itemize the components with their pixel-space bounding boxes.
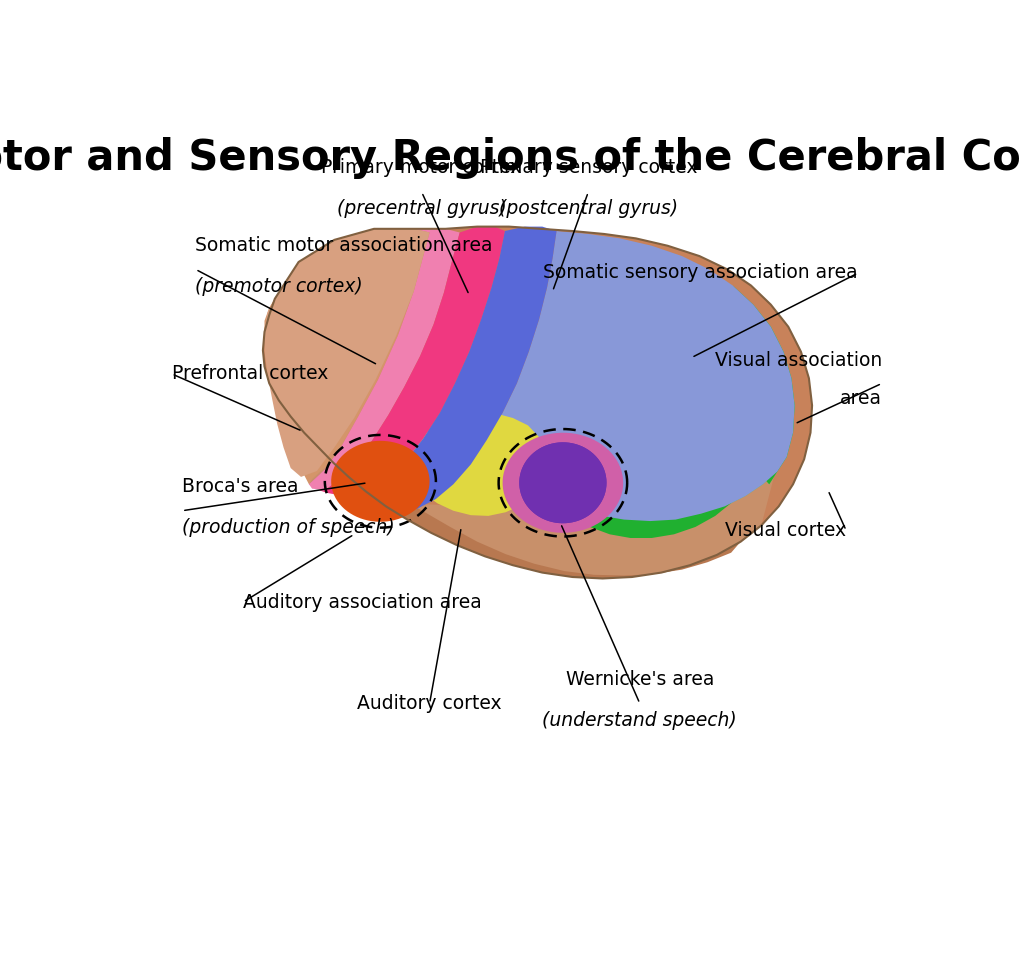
Text: Primary motor cortex: Primary motor cortex <box>322 159 522 177</box>
Text: Auditory cortex: Auditory cortex <box>357 694 502 713</box>
PathPatch shape <box>331 441 430 522</box>
PathPatch shape <box>406 414 547 516</box>
Text: Auditory association area: Auditory association area <box>243 593 482 612</box>
Text: (production of speech): (production of speech) <box>182 518 394 537</box>
Text: (understand speech): (understand speech) <box>543 711 737 730</box>
Text: Primary sensory cortex: Primary sensory cortex <box>479 159 697 177</box>
Text: Motor and Sensory Regions of the Cerebral Cortex: Motor and Sensory Regions of the Cerebra… <box>0 137 1024 179</box>
Text: Visual association: Visual association <box>715 351 882 370</box>
PathPatch shape <box>309 467 740 578</box>
PathPatch shape <box>519 443 606 523</box>
Text: (precentral gyrus): (precentral gyrus) <box>337 200 507 218</box>
PathPatch shape <box>547 286 795 538</box>
PathPatch shape <box>263 227 812 578</box>
PathPatch shape <box>318 227 505 496</box>
PathPatch shape <box>503 433 624 532</box>
Text: Broca's area: Broca's area <box>182 477 298 496</box>
PathPatch shape <box>519 443 606 523</box>
Text: (postcentral gyrus): (postcentral gyrus) <box>499 200 678 218</box>
Text: area: area <box>840 389 882 408</box>
Text: Prefrontal cortex: Prefrontal cortex <box>172 364 328 383</box>
PathPatch shape <box>264 228 430 477</box>
Text: (premotor cortex): (premotor cortex) <box>196 276 364 295</box>
PathPatch shape <box>264 228 430 485</box>
PathPatch shape <box>309 228 460 490</box>
Text: Somatic motor association area: Somatic motor association area <box>196 235 493 254</box>
Text: Wernicke's area: Wernicke's area <box>565 670 714 689</box>
PathPatch shape <box>570 305 795 521</box>
PathPatch shape <box>309 380 777 578</box>
PathPatch shape <box>471 231 795 521</box>
Text: Somatic sensory association area: Somatic sensory association area <box>544 264 858 282</box>
PathPatch shape <box>400 227 557 512</box>
Text: Visual cortex: Visual cortex <box>725 521 846 540</box>
